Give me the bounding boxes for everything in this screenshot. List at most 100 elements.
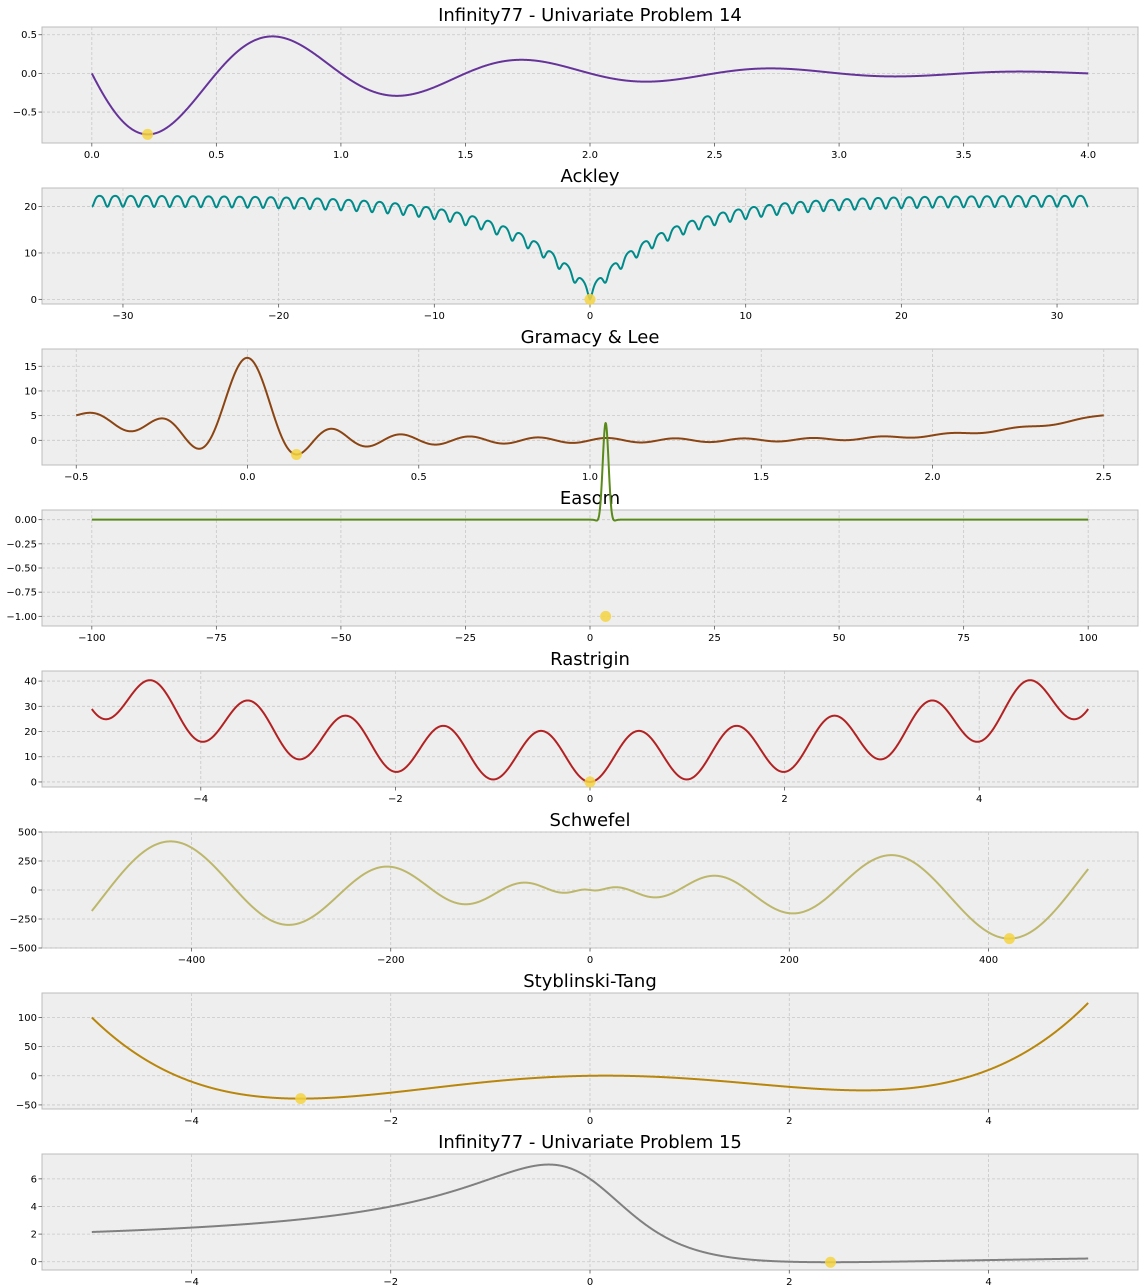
y-tick-label: −500 — [10, 944, 37, 955]
y-tick-label: 250 — [18, 857, 37, 868]
x-tick-label: 4 — [985, 1116, 991, 1127]
x-tick-label: −75 — [206, 633, 227, 644]
x-tick-label: 2.5 — [1096, 472, 1112, 483]
y-tick-label: 5 — [31, 411, 37, 422]
x-tick-label: −100 — [78, 633, 105, 644]
x-tick-label: −400 — [178, 955, 205, 966]
x-tick-label: 25 — [708, 633, 721, 644]
subplot-title: Ackley — [560, 166, 619, 187]
minimum-marker — [600, 610, 612, 622]
x-tick-label: 1.5 — [753, 472, 769, 483]
series-line — [90, 35, 1089, 136]
x-tick-label: 0 — [587, 311, 593, 322]
subplot-title: Infinity77 - Univariate Problem 14 — [438, 5, 742, 26]
x-tick-label: 4.0 — [1080, 150, 1096, 161]
x-tick-label: 30 — [1051, 311, 1064, 322]
x-tick-label: −4 — [193, 794, 208, 805]
minimum-marker — [584, 776, 596, 788]
x-tick-label: −4 — [184, 1116, 199, 1127]
y-tick-label: 0 — [31, 886, 37, 897]
minimum-marker — [295, 1093, 307, 1105]
y-tick-label: 15 — [24, 362, 37, 373]
x-tick-label: 200 — [780, 955, 799, 966]
x-tick-label: −30 — [112, 311, 133, 322]
x-tick-label: 2.0 — [925, 472, 941, 483]
y-tick-label: −0.5 — [13, 108, 37, 119]
x-tick-label: 4 — [985, 1277, 991, 1288]
y-tick-label: −250 — [10, 915, 37, 926]
x-tick-label: 2.5 — [707, 150, 723, 161]
x-tick-label: 0.0 — [240, 472, 256, 483]
y-tick-label: 0.5 — [21, 30, 37, 41]
y-tick-label: 10 — [24, 752, 37, 763]
x-tick-label: −2 — [383, 1116, 398, 1127]
subplot-title: Styblinski-Tang — [523, 971, 657, 992]
subplot-7: Styblinski-Tang −4 −2 0 2 4 100 50 0 −50 — [16, 971, 1139, 1127]
x-tick-label: −2 — [388, 794, 403, 805]
subplot-8: Infinity77 - Univariate Problem 15 −4 −2 0 2… — [31, 1132, 1139, 1288]
x-tick-label: −0.5 — [64, 472, 88, 483]
y-tick-label: −0.75 — [6, 588, 37, 599]
series-line — [75, 356, 1105, 456]
x-tick-label: 1.0 — [333, 150, 349, 161]
x-tick-label: 1.5 — [458, 150, 474, 161]
y-tick-label: 500 — [18, 828, 37, 839]
x-tick-label: 50 — [833, 633, 846, 644]
x-tick-label: 3.0 — [831, 150, 847, 161]
x-tick-label: 20 — [895, 311, 908, 322]
x-tick-label: 3.5 — [956, 150, 972, 161]
x-tick-label: −2 — [383, 1277, 398, 1288]
subplot-title: Easom — [560, 488, 620, 509]
x-tick-label: 1.0 — [582, 472, 598, 483]
x-tick-label: −200 — [377, 955, 404, 966]
x-tick-label: 400 — [979, 955, 998, 966]
minimum-marker — [142, 128, 154, 140]
y-tick-label: −0.25 — [6, 539, 37, 550]
x-tick-label: −4 — [184, 1277, 199, 1288]
x-tick-label: 0.0 — [84, 150, 100, 161]
y-tick-label: 10 — [24, 248, 37, 259]
y-tick-label: 0 — [31, 1071, 37, 1082]
minimum-marker — [290, 449, 302, 461]
y-tick-label: 100 — [18, 1013, 37, 1024]
y-tick-label: −1.00 — [6, 612, 37, 623]
x-tick-label: 2 — [786, 1116, 792, 1127]
subplot-title: Schwefel — [550, 810, 631, 831]
y-tick-label: 40 — [24, 677, 37, 688]
subplot-3: Gramacy & Lee −0.5 0.0 0.5 1.0 1.5 2.0 2.5 15 10 5… — [24, 327, 1139, 483]
y-tick-label: 50 — [24, 1042, 37, 1053]
x-tick-label: −25 — [455, 633, 476, 644]
series-line — [91, 1002, 1089, 1100]
series-line — [91, 1163, 1089, 1264]
subplot-2: Ackley −30 −20 −10 0 10 20 30 20 10 0 — [24, 166, 1139, 322]
minimum-marker — [584, 293, 596, 305]
y-tick-label: 0 — [31, 1257, 37, 1268]
x-tick-label: 2 — [781, 794, 787, 805]
y-tick-label: 20 — [24, 727, 37, 738]
y-tick-label: −50 — [16, 1100, 37, 1111]
x-tick-label: −50 — [330, 633, 351, 644]
x-tick-label: 0.5 — [411, 472, 427, 483]
subplot-5: Rastrigin −4 −2 0 2 4 40 30 20 10 0 — [24, 649, 1139, 805]
x-tick-label: 2 — [786, 1277, 792, 1288]
y-tick-label: 2 — [31, 1230, 37, 1241]
x-tick-label: 0.5 — [208, 150, 224, 161]
x-tick-label: 0 — [587, 1277, 593, 1288]
subplot-6: Schwefel −400 −200 0 200 400 500 250 0 −250 −500 — [10, 810, 1139, 966]
y-tick-label: 0 — [31, 295, 37, 306]
subplot-title: Gramacy & Lee — [521, 327, 660, 348]
minimum-marker — [1003, 933, 1015, 945]
x-tick-label: 75 — [957, 633, 970, 644]
subplot-1: Infinity77 - Univariate Problem 14 0.0 0.5… — [13, 5, 1139, 161]
subplot-title: Infinity77 - Univariate Problem 15 — [438, 1132, 742, 1153]
subplot-4: Easom−100 −75 −50 −25 0 25 50 75 1000.00−0.25−0.… — [6, 422, 1139, 644]
y-tick-label: 10 — [24, 386, 37, 397]
x-tick-label: 4 — [976, 794, 982, 805]
x-tick-label: 0 — [587, 794, 593, 805]
y-tick-label: 4 — [31, 1202, 37, 1213]
y-tick-label: 0.00 — [15, 515, 37, 526]
y-tick-label: 6 — [31, 1174, 37, 1185]
x-tick-label: 2.0 — [582, 150, 598, 161]
x-tick-label: 100 — [1079, 633, 1098, 644]
